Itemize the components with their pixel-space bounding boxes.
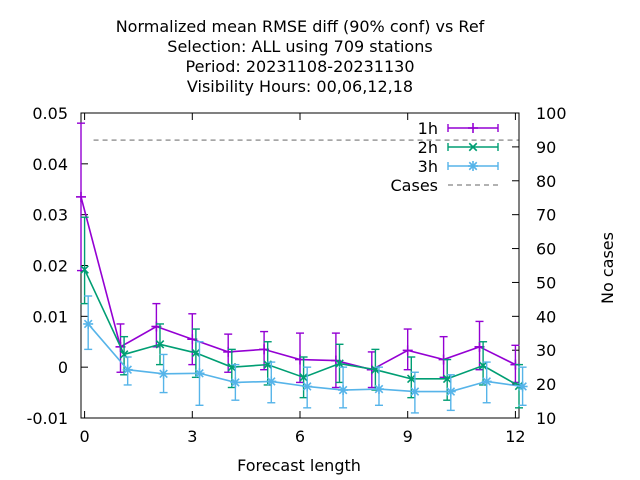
y-tick-label: -0.01 [27, 409, 68, 428]
series-line [80, 196, 516, 371]
y2-tick-label: 80 [536, 172, 556, 191]
y-tick-label: 0 [58, 358, 68, 377]
data-point [194, 368, 205, 379]
x-axis-label: Forecast length [237, 456, 361, 475]
data-point [266, 376, 277, 387]
data-point [468, 142, 478, 152]
y-tick-label: 0.02 [32, 257, 68, 276]
series-line [87, 323, 523, 393]
chart-title: Normalized mean RMSE diff (90% conf) vs … [116, 17, 485, 96]
legend-item-1h: 1h [418, 119, 499, 138]
y2-tick-label: 70 [536, 206, 556, 225]
x-tick-label: 6 [295, 427, 305, 446]
error-bar [120, 335, 129, 376]
data-point [478, 361, 488, 370]
y2-tick-label: 40 [536, 307, 556, 326]
data-point [468, 161, 478, 171]
legend-item-cases: Cases [391, 176, 498, 195]
data-point [517, 381, 528, 392]
y-tick-label: 0.01 [32, 307, 68, 326]
series-3h [83, 295, 528, 414]
x-tick-label: 0 [79, 427, 89, 446]
data-point [158, 368, 169, 379]
y-tick-label: 0.03 [32, 206, 68, 225]
title-line: Period: 20231108-20231130 [185, 57, 414, 76]
title-line: Visibility Hours: 00,06,12,18 [187, 77, 413, 96]
data-point [302, 381, 313, 392]
data-point [409, 386, 420, 397]
legend-item-2h: 2h [418, 138, 499, 157]
y2-tick-label: 30 [536, 341, 556, 360]
data-point [335, 359, 344, 368]
legend-label: 2h [418, 138, 438, 157]
x-tick-label: 9 [403, 427, 413, 446]
series-area [76, 122, 528, 414]
legend-label: 1h [418, 119, 438, 138]
data-point [402, 345, 413, 356]
series-1h [76, 122, 521, 389]
data-point [442, 374, 452, 384]
data-point [468, 123, 478, 133]
y-tick-label: 0.04 [32, 155, 68, 174]
data-point [191, 348, 201, 358]
x-tick-label: 12 [505, 427, 525, 446]
legend-label: 3h [418, 157, 438, 176]
data-point [373, 384, 384, 395]
y2-tick-label: 100 [536, 104, 567, 123]
legend-label: Cases [391, 176, 439, 195]
data-point [338, 385, 349, 396]
data-point [80, 265, 89, 274]
title-line: Selection: ALL using 709 stations [167, 37, 432, 56]
data-point [76, 191, 86, 202]
title-line: Normalized mean RMSE diff (90% conf) vs … [116, 17, 485, 36]
data-point [406, 374, 416, 384]
y2-tick-label: 10 [536, 409, 556, 428]
y2-tick-label: 90 [536, 138, 556, 157]
y2-axis-label: No cases [598, 232, 617, 304]
y2-tick-label: 60 [536, 240, 556, 259]
legend-item-3h: 3h [418, 157, 499, 176]
x-tick-label: 3 [187, 427, 197, 446]
data-point [445, 386, 456, 397]
error-bar [80, 216, 89, 305]
series-2h [80, 216, 524, 409]
y-tick-label: 0.05 [32, 104, 68, 123]
data-point [83, 318, 94, 329]
data-point [299, 373, 308, 382]
data-point [481, 376, 492, 387]
data-point [230, 377, 241, 388]
y2-tick-label: 50 [536, 273, 556, 292]
axes: 0 3 6 9 12 -0.01 0 0.01 0.02 0.03 0.04 0.05 10 20 30 40… [27, 104, 567, 446]
data-point [155, 339, 165, 349]
data-point [122, 364, 133, 375]
series-line [83, 269, 520, 387]
y2-tick-label: 20 [536, 375, 556, 394]
